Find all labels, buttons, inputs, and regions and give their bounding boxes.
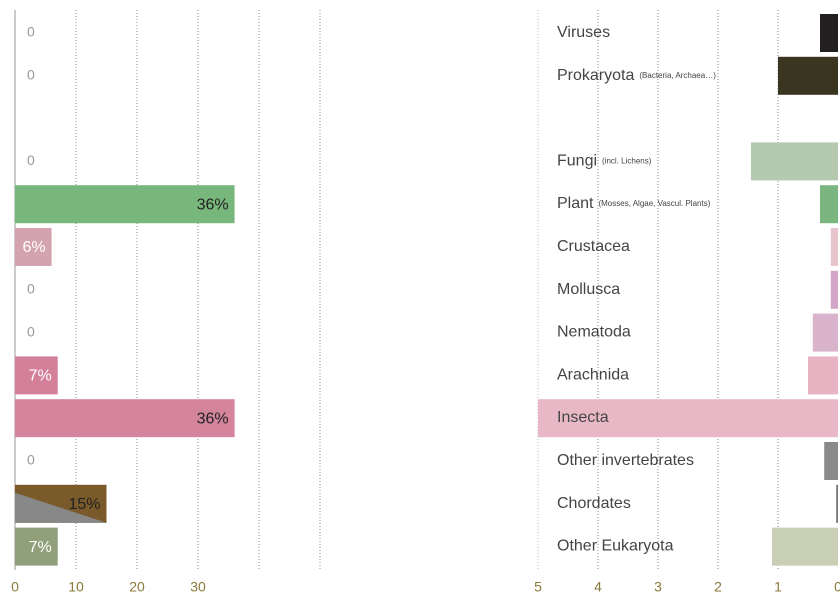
x-tick-label: 20 [129, 579, 145, 595]
bar [820, 185, 838, 224]
value-label: 0 [27, 323, 35, 339]
category-label: Other invertebrates [557, 452, 694, 469]
category-label: Arachnida [557, 367, 629, 384]
category-label: Nematoda [557, 324, 631, 341]
category-label: Plant (Mosses, Algae, Vascul. Plants) [557, 195, 711, 212]
category-label: Mollusca [557, 281, 620, 298]
category-name: Other invertebrates [557, 452, 694, 469]
value-label: 0 [27, 152, 35, 168]
bar [830, 228, 838, 266]
bar [751, 142, 838, 181]
value-label: 7% [29, 539, 52, 556]
value-label: 6% [22, 239, 45, 256]
category-label: Fungi (incl. Lichens) [557, 153, 652, 170]
category-name: Crustacea [557, 238, 630, 255]
value-label: 15% [68, 496, 100, 513]
category-name: Chordates [557, 495, 631, 512]
x-tick-label: 0 [834, 579, 840, 595]
value-label: 0 [27, 67, 35, 83]
bar [538, 399, 838, 438]
x-tick-label: 10 [68, 579, 84, 595]
bar [836, 484, 838, 523]
category-label: Other Eukaryota [557, 538, 674, 555]
bar [820, 14, 838, 52]
category-name: Other Eukaryota [557, 538, 674, 555]
x-tick-label: 4 [594, 579, 602, 595]
bar [772, 527, 838, 566]
category-name: Fungi [557, 153, 597, 170]
category-name: Arachnida [557, 367, 629, 384]
category-name: Mollusca [557, 281, 620, 298]
x-tick-label: 0 [11, 579, 19, 595]
value-label: 0 [27, 452, 35, 468]
x-tick-label: 1 [774, 579, 782, 595]
category-name: Nematoda [557, 324, 631, 341]
bar [830, 270, 838, 309]
value-label: 0 [27, 24, 35, 40]
bar [15, 527, 58, 566]
category-label: Viruses [557, 24, 610, 41]
x-tick-label: 5 [534, 579, 542, 595]
value-label: 0 [27, 281, 35, 297]
bar [15, 185, 235, 224]
category-name: Plant [557, 195, 594, 212]
bar [15, 228, 52, 266]
bar [808, 356, 838, 395]
bar [812, 313, 838, 352]
bar [778, 56, 838, 95]
x-tick-label: 3 [654, 579, 662, 595]
x-tick-label: 30 [190, 579, 206, 595]
category-label: Insecta [557, 409, 609, 426]
category-note: (incl. Lichens) [602, 157, 652, 166]
category-name: Insecta [557, 409, 609, 426]
value-label: 7% [29, 368, 52, 385]
category-name: Prokaryota [557, 67, 634, 84]
category-note: (Mosses, Algae, Vascul. Plants) [598, 199, 710, 208]
decoration [15, 492, 107, 523]
category-label: Prokaryota (Bacteria, Archaea…) [557, 67, 716, 84]
bar [15, 356, 58, 395]
category-label: Chordates [557, 495, 631, 512]
x-tick-label: 2 [714, 579, 722, 595]
category-label: Crustacea [557, 238, 630, 255]
bar [15, 399, 235, 438]
category-name: Viruses [557, 24, 610, 41]
category-note: (Bacteria, Archaea…) [639, 71, 716, 80]
value-label: 36% [197, 196, 229, 213]
value-label: 36% [197, 410, 229, 427]
bar [824, 442, 838, 480]
